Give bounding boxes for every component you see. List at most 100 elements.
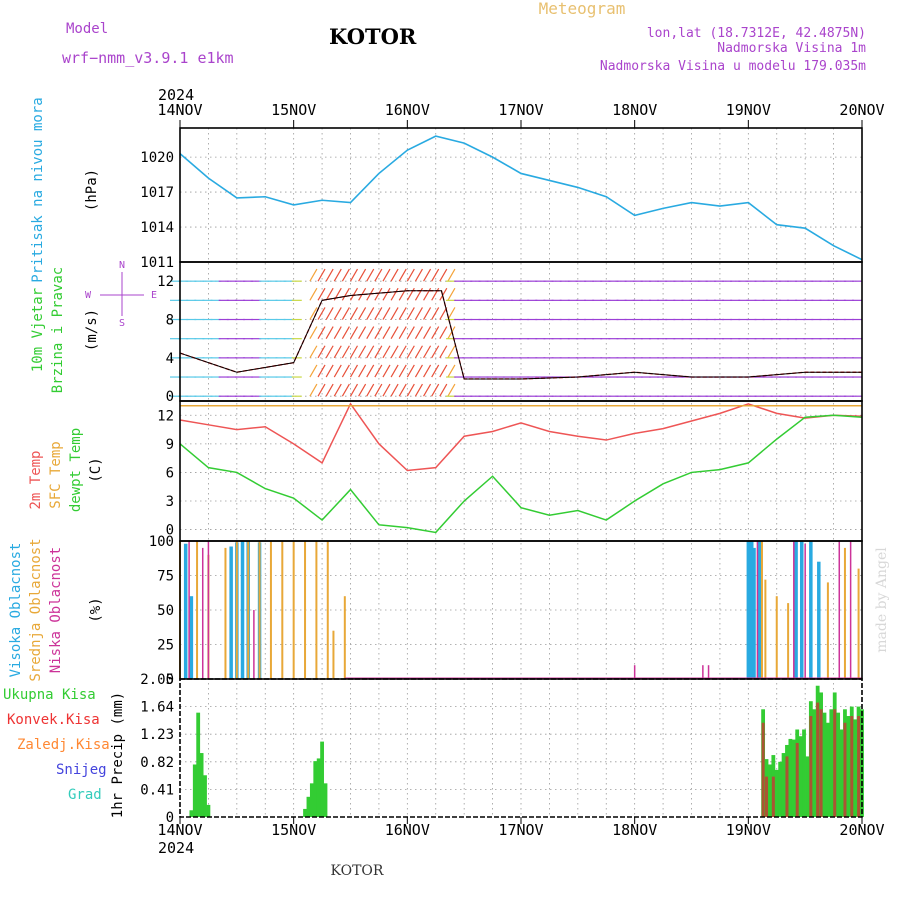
ukupna-precip-bar <box>196 712 201 817</box>
srednja-cloud-bar <box>775 596 778 679</box>
lonlat-label: lon,lat (18.7312E, 42.4875N) <box>647 26 866 41</box>
wind-barb <box>325 383 334 397</box>
ukupna-precip-bar <box>826 722 830 817</box>
srednja-cloud-bar <box>760 541 763 679</box>
ukupna-precip-bar <box>303 808 307 817</box>
wind-barb <box>366 345 375 359</box>
y-tick-label: 12 <box>157 274 174 290</box>
wind-barb <box>447 345 456 359</box>
wind-barb <box>447 307 456 320</box>
wind-barb <box>431 364 440 378</box>
wind-barb <box>349 383 359 397</box>
y-tick-label: 12 <box>157 408 174 424</box>
visoka-cloud-bar <box>794 541 798 679</box>
wind-barb <box>341 307 350 320</box>
y-tick-label: 0.82 <box>140 755 174 771</box>
wind-unit-label: (m/s) <box>84 309 100 351</box>
niska-cloud-bar <box>188 541 190 679</box>
srednja-cloud-bar <box>235 541 238 679</box>
srednja-cloud-bar <box>857 568 860 679</box>
panel-frame <box>179 261 863 402</box>
dewpt-axis-title: dewpt Temp <box>68 428 84 512</box>
niska-cloud-bar <box>793 541 795 679</box>
srednja-cloud-bar <box>196 541 199 679</box>
ukupna-precip-bar <box>846 716 851 817</box>
date-label-top: 16NOV <box>385 101 430 119</box>
ukupna-precip-bar <box>791 739 796 817</box>
ukupna-precip-bar <box>206 804 211 817</box>
wind-barb <box>423 326 432 339</box>
date-label-top: 20NOV <box>839 101 884 119</box>
wind-barb <box>333 307 342 320</box>
wind-barb <box>325 326 334 339</box>
wind-barb <box>390 383 399 397</box>
y-tick-label: 0.41 <box>140 782 174 798</box>
wind-barb <box>358 307 367 320</box>
ukupna-precip-bar <box>778 761 783 817</box>
wind-barb <box>341 326 350 339</box>
temp2m-line <box>179 402 863 472</box>
wind-barb <box>309 364 318 378</box>
wind-barb <box>374 383 383 397</box>
wind-barb <box>406 326 415 339</box>
wind-barb <box>317 364 326 378</box>
wind-barb <box>423 383 432 397</box>
wind-barb <box>447 383 456 397</box>
date-label-bottom: 15NOV <box>271 821 316 839</box>
date-label-top: 17NOV <box>498 101 543 119</box>
srednja-cloud-bar <box>292 541 295 679</box>
wind-barb <box>325 307 334 320</box>
model-name: wrf−nmm_v3.9.1 e1km <box>62 49 234 67</box>
srednja-cloud-bar <box>843 547 846 679</box>
niska-cloud-bar <box>633 665 636 679</box>
wind-barb <box>341 287 350 301</box>
wind-barb <box>390 345 399 359</box>
wind-barb <box>317 307 326 320</box>
credit-label: made by Angel <box>874 547 890 653</box>
srednja-cloud-bar <box>764 579 767 679</box>
precip-legend: Ukupna Kisa Konvek.Kisa Zaledj.Kisa Snij… <box>3 687 110 803</box>
legend-snijeg: Snijeg <box>56 762 107 778</box>
y-tick-label: 1014 <box>140 220 174 236</box>
niska-cloud-bar <box>702 665 704 679</box>
niska-cloud-bar <box>849 541 852 679</box>
niska-cloud-bar <box>207 541 210 679</box>
date-label-top: 15NOV <box>271 101 316 119</box>
wind-barb <box>423 287 432 301</box>
wind-barb <box>423 268 432 282</box>
y-tick-label: 0 <box>166 672 174 688</box>
y-tick-label: 1017 <box>140 185 174 201</box>
y-tick-label: 25 <box>157 638 174 654</box>
ukupna-precip-bar <box>189 810 194 817</box>
wind-barb <box>317 326 326 339</box>
wind-barb <box>398 345 407 359</box>
date-label-bottom: 16NOV <box>385 821 430 839</box>
konvek-precip-bar <box>816 702 820 817</box>
compass-n-label: N <box>119 260 125 271</box>
wind-barb <box>414 326 423 339</box>
niska-cloud-bar <box>253 610 255 679</box>
konvek-precip-bar <box>850 716 854 817</box>
wind-barb <box>439 345 448 359</box>
date-label-bottom: 18NOV <box>612 821 657 839</box>
srednja-cloud-bar <box>332 630 335 679</box>
wind-barb <box>447 364 456 378</box>
srednja-cloud-bar <box>258 541 261 679</box>
ticks-layer: 101110141017102004812036912025507510000.… <box>140 150 174 826</box>
y-tick-label: 4 <box>166 351 174 367</box>
wind-barb <box>349 326 359 339</box>
wind-barb <box>447 268 456 282</box>
wind-barb <box>414 383 423 397</box>
niska-axis-title: Niska Oblacnost <box>48 547 64 673</box>
wind-barb <box>431 307 440 320</box>
wind-barb <box>325 345 334 359</box>
compass-s-label: S <box>119 318 125 329</box>
ukupna-precip-bar <box>802 729 806 817</box>
legend-zaledj: Zaledj.Kisa <box>17 737 110 753</box>
wind-barb <box>325 364 334 378</box>
wind-barb <box>349 307 359 320</box>
wind-barb <box>333 345 342 359</box>
konvek-precip-bar <box>761 722 765 817</box>
date-label-top: 18NOV <box>612 101 657 119</box>
wind-barb <box>447 326 456 339</box>
